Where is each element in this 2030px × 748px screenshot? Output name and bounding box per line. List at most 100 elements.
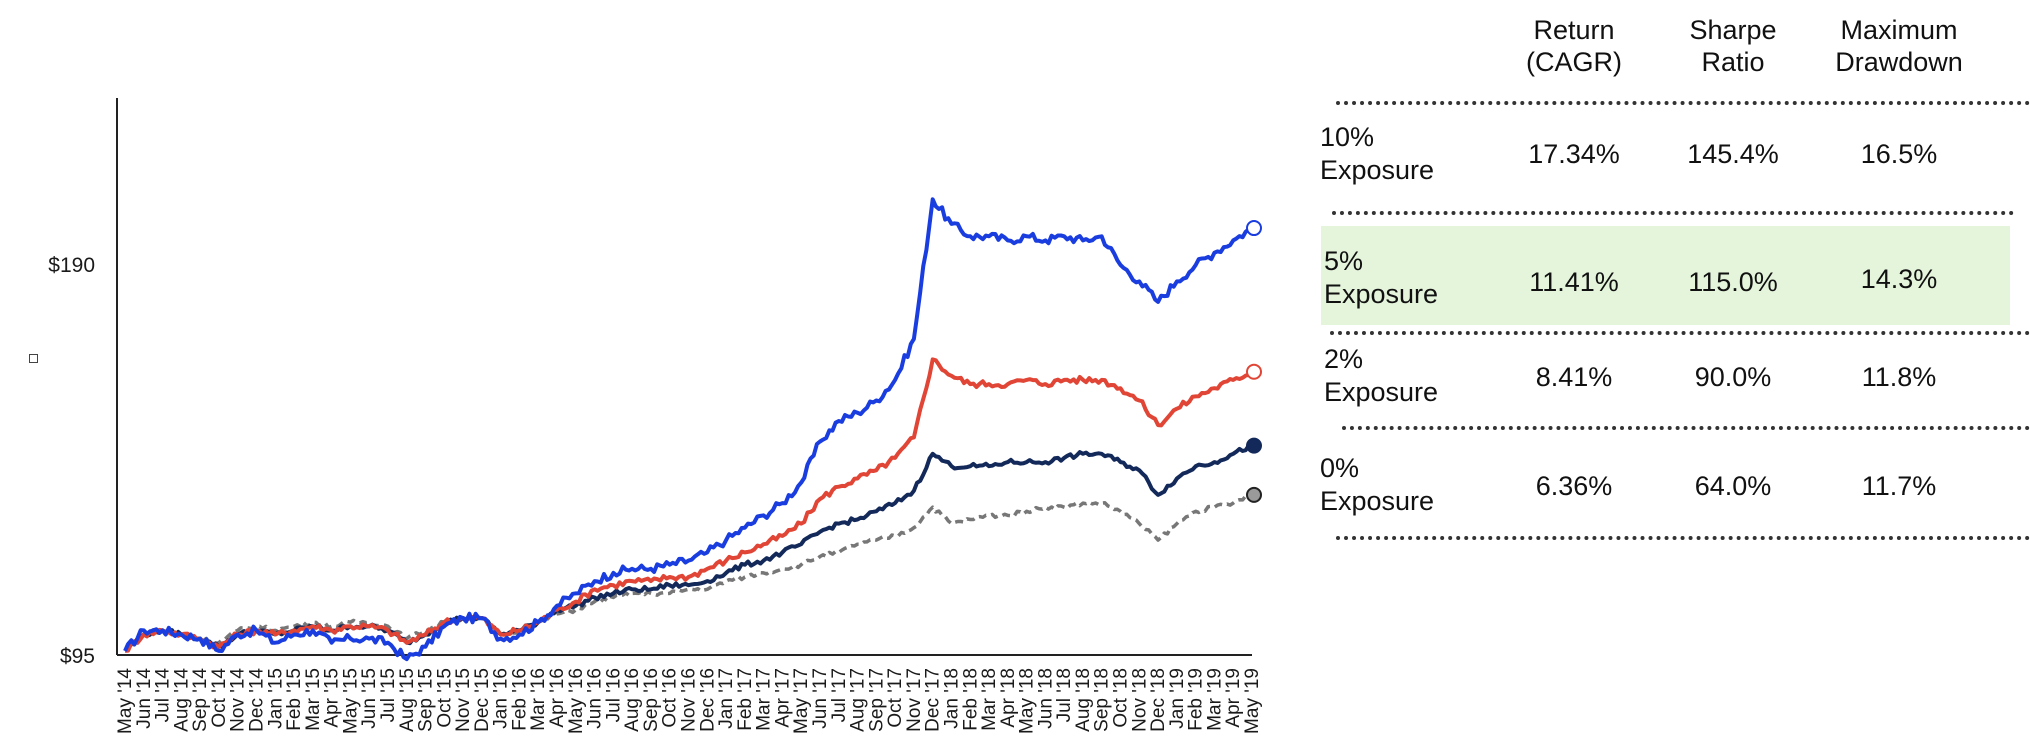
x-tick-label: Jun '15 [359,668,380,729]
divider-dotted [1342,426,2030,430]
x-tick-label: Jun '18 [1035,668,1056,729]
x-tick-label: Dec '17 [923,668,944,732]
x-tick-label: Dec '16 [697,668,718,732]
x-tick-label: Sep '18 [1092,668,1113,732]
x-tick-label: Oct '14 [209,668,230,728]
x-tick-label: Apr '16 [547,668,568,728]
x-tick-label: Jun '17 [810,668,831,729]
series-line-2-exposure [123,443,1253,653]
x-tick-label: Mar '19 [1204,668,1225,731]
x-tick-label: May '15 [340,668,361,734]
x-tick-label: Jul '15 [378,668,399,722]
x-tick-label: Aug '14 [171,668,192,732]
header-sharpe-line1: Sharpe [1689,15,1777,45]
header-return: Return (CAGR) [1489,14,1659,78]
x-tick-label: Mar '16 [528,668,549,731]
x-tick-label: Jan '17 [716,668,737,729]
row-label-line1: 10% [1320,122,1375,152]
x-tick-label: Apr '15 [322,668,343,728]
series-end-marker [1246,486,1262,503]
row-label-2: 2% Exposure [1324,343,1438,409]
x-tick-label: Oct '15 [434,668,455,728]
x-tick-label: Aug '16 [622,668,643,732]
x-tick-label: Nov '17 [904,668,925,732]
drawdown-value: 14.3% [1860,264,1938,294]
cagr-value: 11.41% [1529,267,1619,297]
x-tick-label: Nov '18 [1129,668,1150,732]
x-tick-label: Feb '16 [509,668,530,731]
header-return-line1: Return [1533,15,1615,45]
sharpe-value: 64.0% [1694,471,1772,501]
row-label-line2: Exposure [1324,279,1439,309]
cagr-value: 6.36% [1535,471,1613,501]
x-tick-label: Sep '15 [416,668,437,732]
x-tick-label: Nov '16 [679,668,700,732]
y-tick-label-190: $190 [48,254,95,277]
cagr-value: 17.34% [1528,139,1620,169]
x-tick-label: Sep '16 [641,668,662,732]
row-label-10: 10% Exposure [1320,121,1434,187]
x-tick-label: May '17 [791,668,812,734]
x-tick-label: Oct '16 [660,668,681,728]
x-tick-label: Aug '18 [1073,668,1094,732]
x-tick-label: Aug '15 [397,668,418,732]
series-line-5-exposure [124,357,1254,653]
x-tick-label: May '18 [1017,668,1038,734]
x-tick-label: May '14 [115,668,136,734]
x-tick-label: Nov '15 [453,668,474,732]
x-tick-label: Apr '19 [1223,668,1244,728]
x-tick-label: Jul '14 [153,668,174,723]
x-tick-label: Sep '17 [866,668,887,732]
header-drawdown-line2: Drawdown [1835,47,1963,77]
x-tick-label: Jun '16 [585,668,606,729]
x-tick-label: May '19 [1242,668,1263,734]
x-tick-label: Dec '14 [246,668,267,732]
header-sharpe: Sharpe Ratio [1648,14,1818,78]
series-end-marker [1246,220,1262,237]
drawdown-value: 11.8% [1861,362,1937,392]
x-tick-label: Jan '19 [1167,668,1188,729]
row-label-line1: 5% [1324,246,1364,276]
row-label-0: 0% Exposure [1320,452,1434,518]
row-label-line2: Exposure [1324,377,1439,407]
sharpe-value: 115.0% [1688,267,1778,297]
x-tick-label: Jul '17 [829,668,850,722]
row-label-line2: Exposure [1320,155,1435,185]
x-tick-label: Aug '17 [848,668,869,732]
x-tick-label: Feb '17 [735,668,756,731]
x-tick-label: May '16 [566,668,587,734]
x-tick-label: Feb '18 [960,668,981,731]
highlighted-row-background [1321,226,2010,325]
series-end-marker [1246,437,1262,454]
row-label-5: 5% Exposure [1324,245,1438,311]
header-return-line2: (CAGR) [1526,47,1622,77]
metrics-table: Return (CAGR) Sharpe Ratio Maximum Drawd… [1318,0,2030,560]
selection-handle[interactable] [29,354,38,363]
divider-dotted [1336,101,2030,105]
x-tick-label: Dec '18 [1148,668,1169,732]
sharpe-value: 145.4% [1687,139,1779,169]
drawdown-value: 11.7% [1861,471,1937,501]
x-tick-label: Mar '15 [303,668,324,731]
x-tick-label: Jan '16 [491,668,512,729]
x-tick-label: Apr '17 [772,668,793,728]
x-tick-label: Oct '17 [885,668,906,728]
header-drawdown-line1: Maximum [1840,15,1958,45]
x-tick-label: Jun '14 [134,668,155,729]
x-tick-label: Apr '18 [998,668,1019,728]
row-label-line2: Exposure [1320,486,1435,516]
series-lines [123,197,1262,662]
drawdown-value: 16.5% [1860,139,1938,169]
x-tick-label: Feb '19 [1186,668,1207,731]
series-end-marker [1246,363,1262,380]
series-line-10-exposure [123,197,1253,662]
x-tick-label: Oct '18 [1111,668,1132,728]
x-tick-label: Mar '18 [979,668,1000,731]
row-label-line1: 0% [1320,453,1360,483]
x-tick-label: Dec '15 [472,668,493,732]
row-label-line1: 2% [1324,344,1364,374]
x-tick-label: Jul '16 [603,668,624,722]
x-tick-label: Jul '18 [1054,668,1075,722]
